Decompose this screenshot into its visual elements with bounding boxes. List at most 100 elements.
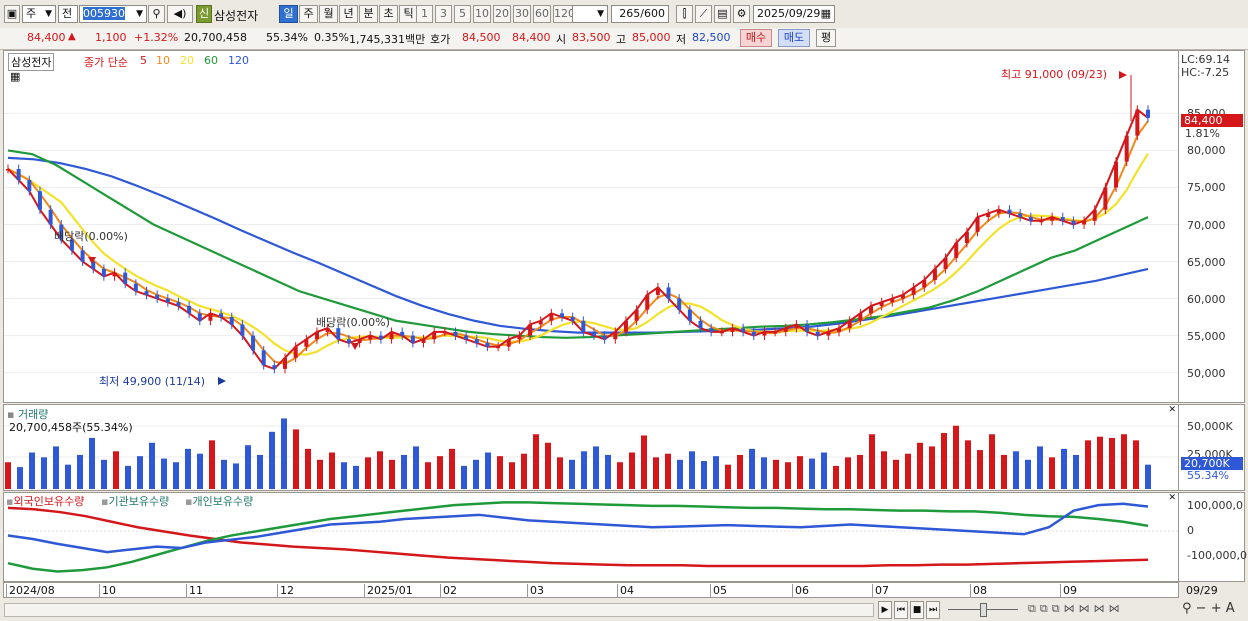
current-price: 84,400 [27, 31, 66, 44]
window-menu-icon[interactable]: ▣ [4, 5, 20, 23]
volume-bar [305, 448, 311, 489]
last-price-percent: 1.81% [1185, 127, 1220, 140]
horizontal-scrollbar[interactable] [4, 603, 874, 617]
candle-body [133, 283, 138, 292]
x-axis-label-2: 11 [186, 584, 203, 597]
settings-button[interactable]: ⚙ [733, 5, 750, 23]
holding-legend-item-2[interactable]: ▪개인보유수량 [185, 495, 254, 508]
interval-button-5[interactable]: 5 [454, 5, 471, 23]
bottom-bar: ▶ ⏮ ■ ⏭ ⧉⧉⧉⋈⋈⋈⋈ ⚲ − + A [0, 599, 1248, 621]
zoom-in-icon: + [1210, 601, 1222, 616]
volume-bar [1001, 454, 1007, 489]
volume-bar [1049, 457, 1055, 489]
price-chart-canvas[interactable] [4, 51, 1178, 402]
x-axis-label-0: 2024/08 [6, 584, 55, 597]
volume-bar [413, 446, 419, 489]
period-tab-3[interactable]: 년 [339, 5, 358, 23]
legend-ma-120[interactable]: 120 [228, 54, 249, 67]
candle-body [1071, 220, 1076, 225]
volume-bar [785, 462, 791, 489]
sell-button[interactable]: 매도 [778, 29, 810, 47]
draw-tool-button[interactable]: ⟋ [695, 5, 712, 23]
legend-stock-name[interactable]: 삼성전자 [8, 53, 55, 71]
type-select[interactable]: 전 [58, 5, 78, 23]
candle-type-button[interactable]: ⫿ [676, 5, 693, 23]
turnover-rate: 0.35% [314, 31, 349, 44]
volume-chart-canvas[interactable] [4, 405, 1178, 490]
candle-body [826, 331, 831, 336]
candle-body [101, 268, 106, 277]
dividend-marker-2 [351, 343, 359, 350]
legend-ma-60[interactable]: 60 [204, 54, 218, 67]
interval-button-1[interactable]: 1 [416, 5, 433, 23]
ask-label: 호가 [430, 33, 451, 46]
eval-button[interactable]: 평 [816, 29, 836, 47]
candle-body [80, 250, 85, 262]
period-tab-6[interactable]: 틱 [399, 5, 418, 23]
play-icon: ▶ [881, 605, 889, 615]
candle-body [378, 335, 383, 340]
holding-legend-item-1[interactable]: ▪기관보유수량 [101, 495, 170, 508]
stop-button[interactable]: ■ [910, 601, 924, 619]
zoom-controls[interactable]: ⚲ − + A [1182, 601, 1235, 616]
interval-button-20[interactable]: 20 [493, 5, 511, 23]
credit-badge[interactable]: 신 [196, 5, 212, 23]
period-tab-2[interactable]: 월 [319, 5, 338, 23]
period-tab-0[interactable]: 일 [279, 5, 298, 23]
period-tab-4[interactable]: 분 [359, 5, 378, 23]
save-button[interactable]: ▤ [714, 5, 731, 23]
candle-body [123, 272, 128, 284]
volume-bar [881, 451, 887, 489]
volume-bar [521, 453, 527, 489]
volume-bar [593, 446, 599, 489]
price-chart-panel[interactable]: 삼성전자 종가 단순 5 10 20 60 120 ▦ 최고 91,000 (09/23… [3, 50, 1179, 403]
candle-body [1114, 161, 1119, 188]
volume-bar [437, 456, 443, 489]
stock-code-input[interactable]: 005930 ▼ [79, 5, 147, 23]
market-select-value: 주 [26, 7, 37, 20]
volume-bar [185, 448, 191, 489]
x-axis-label-9: 06 [792, 584, 809, 597]
legend-ma-20[interactable]: 20 [180, 54, 194, 67]
date-field[interactable]: 2025/09/29 ▦ [753, 5, 835, 23]
interval-button-120[interactable]: 120 [553, 5, 575, 23]
period-tab-5[interactable]: 초 [379, 5, 398, 23]
legend-ma-5[interactable]: 5 [140, 54, 147, 67]
search-button[interactable]: ⚲ [148, 5, 165, 23]
tool-icons[interactable]: ⧉⧉⧉⋈⋈⋈⋈ [1028, 602, 1124, 616]
price-tick-3: 70,000 [1187, 218, 1226, 232]
interval-button-60[interactable]: 60 [533, 5, 551, 23]
volume-chart-panel[interactable]: ▪ 거래량 20,700,458주(55.34%) ✕ [3, 404, 1179, 491]
market-select[interactable]: 주 ▼ [22, 5, 56, 23]
last-button[interactable]: ⏭ [926, 601, 940, 619]
dividend-marker-1 [88, 257, 96, 264]
interval-select[interactable]: ▼ [572, 5, 608, 23]
grid-toggle-icon[interactable]: ▦ [10, 70, 21, 83]
zoom-slider-handle[interactable] [980, 603, 987, 617]
scroll-right-button[interactable]: ▶ [878, 601, 892, 619]
count-field[interactable]: 265/600 [611, 5, 669, 23]
interval-button-3[interactable]: 3 [435, 5, 452, 23]
panel-close-icon[interactable]: ✕ [1168, 493, 1176, 503]
interval-button-10[interactable]: 10 [473, 5, 491, 23]
period-tab-1[interactable]: 주 [299, 5, 318, 23]
individual-holding-line [7, 502, 1149, 554]
volume-bar [989, 434, 995, 489]
ma20-line [7, 153, 1149, 356]
first-button[interactable]: ⏮ [894, 601, 908, 619]
holding-chart-panel[interactable]: ▪외국인보유수량 ▪기관보유수량 ▪개인보유수량 ✕ [3, 492, 1179, 582]
speaker-icon: ◀) [173, 7, 187, 20]
buy-button[interactable]: 매수 [740, 29, 772, 47]
holding-chart-canvas[interactable] [4, 493, 1178, 581]
sound-button[interactable]: ◀) [167, 5, 193, 23]
interval-button-30[interactable]: 30 [513, 5, 531, 23]
candle-body [581, 320, 586, 332]
holding-legend-item-0[interactable]: ▪외국인보유수량 [6, 495, 85, 508]
legend-ma-10[interactable]: 10 [156, 54, 170, 67]
candle-body [900, 294, 905, 299]
candle-body [272, 365, 277, 369]
panel-close-icon[interactable]: ✕ [1168, 405, 1176, 415]
volume-bar [1109, 437, 1115, 489]
volume-bar [41, 457, 47, 489]
volume-bar [641, 435, 647, 489]
